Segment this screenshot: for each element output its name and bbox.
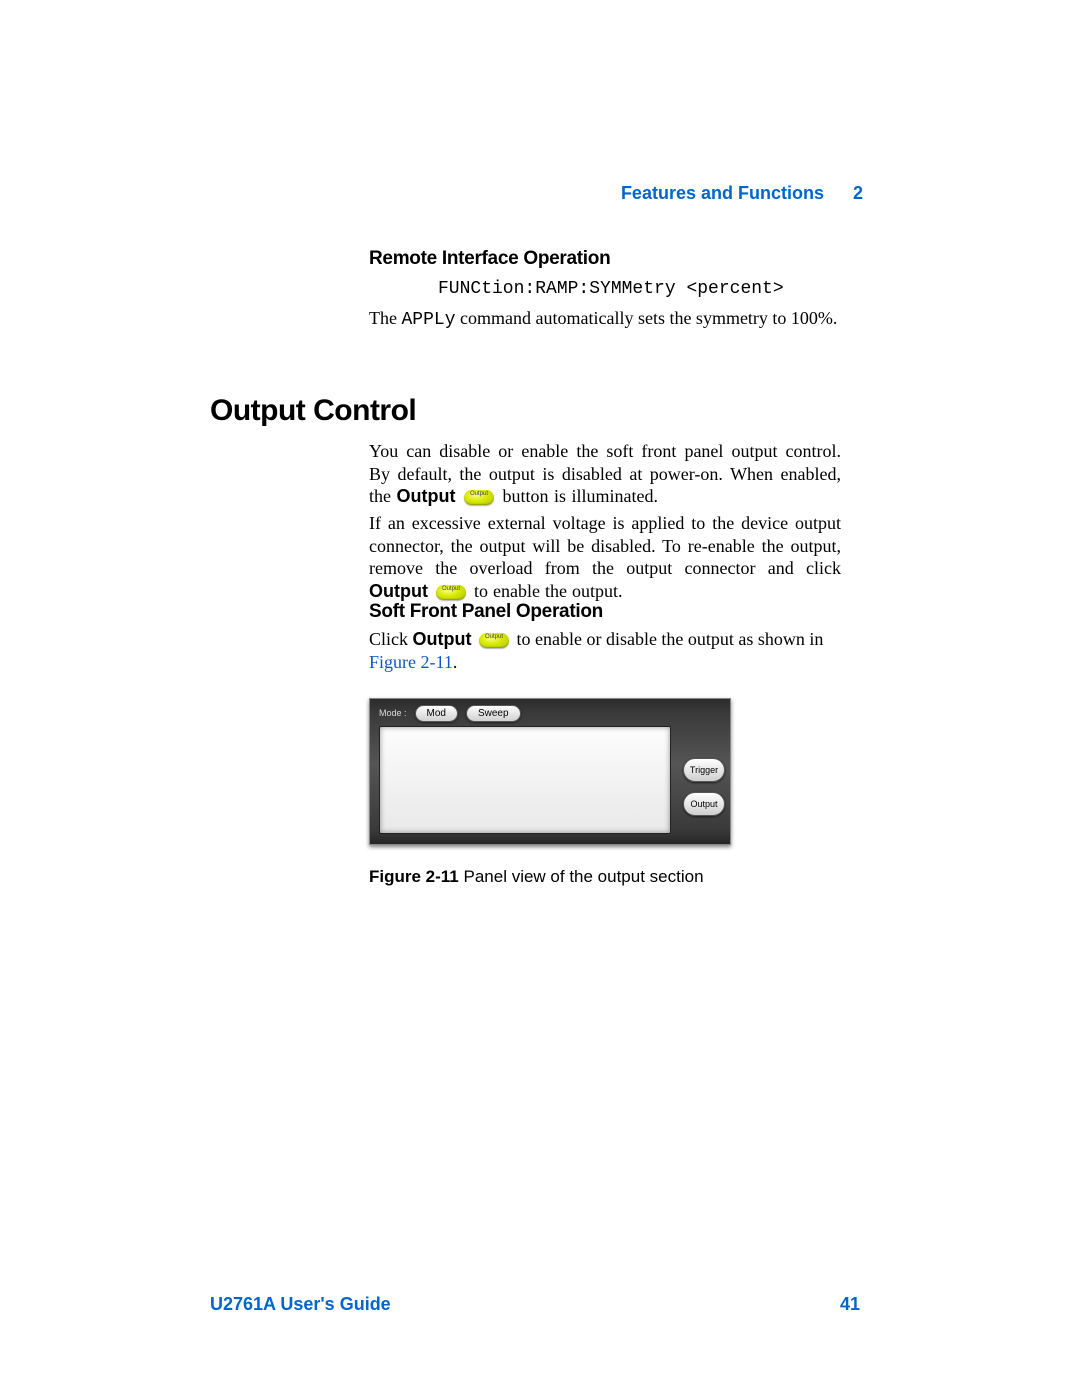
footer-guide-title: U2761A User's Guide [210,1294,391,1315]
figure-panel: Mode : Mod Sweep Trigger Output [369,698,731,845]
mod-button[interactable]: Mod [415,705,458,722]
figure-link[interactable]: Figure 2-11 [369,652,453,672]
bold-output: Output [369,581,428,601]
heading-remote-interface: Remote Interface Operation [369,248,610,270]
display-area [379,726,671,834]
text: button is illuminated. [502,486,658,506]
heading-output-control: Output Control [210,394,416,428]
footer-page-number: 41 [840,1294,860,1315]
panel-frame: Mode : Mod Sweep Trigger Output [369,698,731,845]
paragraph-output-2: If an excessive external voltage is appl… [369,512,841,602]
paragraph-apply: The APPLy command automatically sets the… [369,307,841,332]
bold-output: Output [413,629,472,649]
paragraph-output-1: You can disable or enable the soft front… [369,440,841,508]
output-pill-icon [464,490,494,505]
figure-number: Figure 2-11 [369,867,459,886]
text: . [453,652,458,672]
text: Click [369,629,413,649]
text: The [369,308,401,328]
text: command automatically sets the symmetry … [456,308,838,328]
side-buttons: Trigger Output [683,758,725,816]
paragraph-soft-panel: Click Output to enable or disable the ou… [369,628,841,673]
trigger-button[interactable]: Trigger [683,758,725,782]
header-title: Features and Functions [621,183,824,203]
output-button[interactable]: Output [683,792,725,816]
header-chapter-number: 2 [853,183,863,203]
page-header: Features and Functions 2 [621,183,863,204]
code-inline: APPLy [401,310,455,330]
mode-bar: Mode : Mod Sweep [369,702,731,724]
bold-output: Output [397,486,456,506]
figure-caption: Figure 2-11 Panel view of the output sec… [369,867,704,887]
text: If an excessive external voltage is appl… [369,513,841,578]
figure-caption-text: Panel view of the output section [459,867,704,886]
mode-label: Mode : [379,708,407,718]
heading-soft-front-panel: Soft Front Panel Operation [369,601,603,623]
text: to enable the output. [474,581,622,601]
output-pill-icon [479,633,509,648]
output-pill-icon [436,585,466,600]
scpi-command: FUNCtion:RAMP:SYMMetry <percent> [438,279,784,299]
sweep-button[interactable]: Sweep [466,705,521,722]
text: to enable or disable the output as shown… [516,629,823,649]
